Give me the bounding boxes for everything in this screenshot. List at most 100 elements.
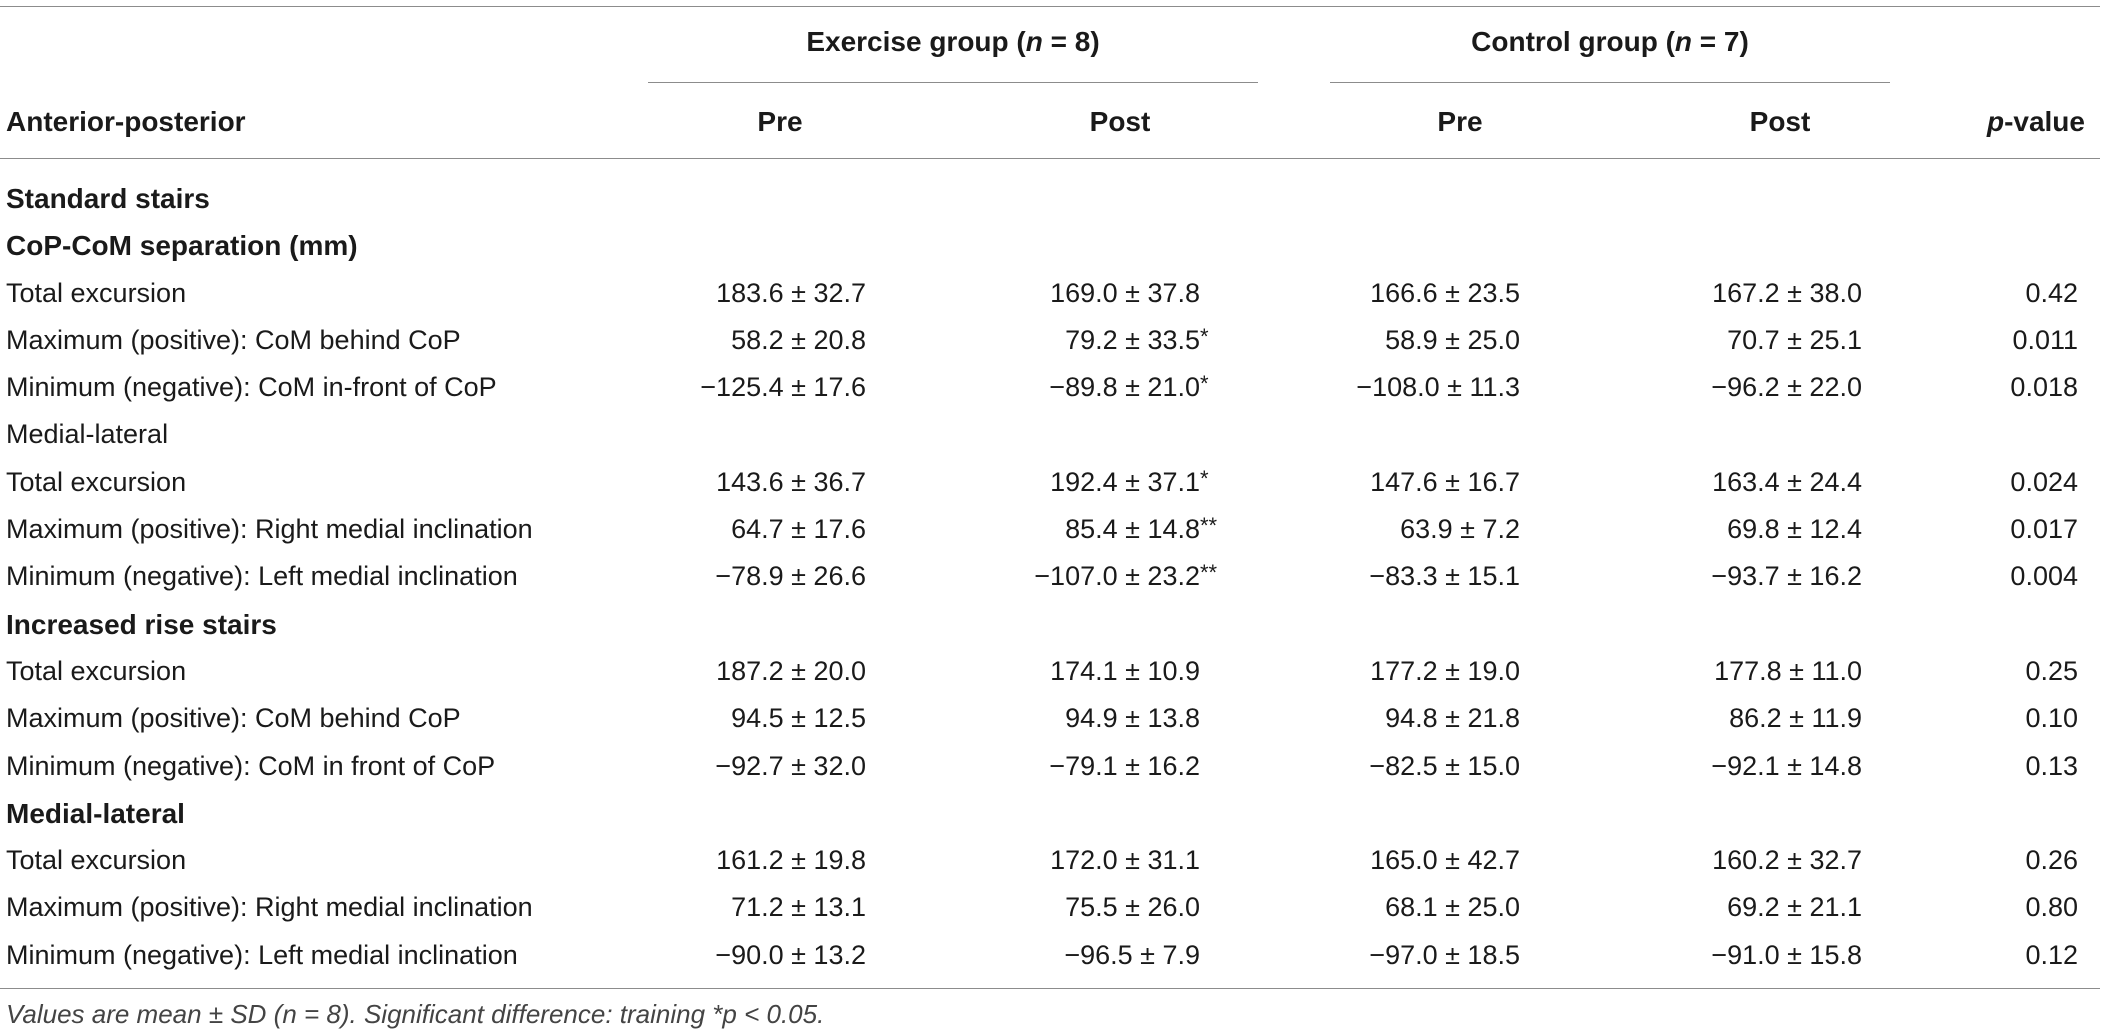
cell-control-post: −93.7 ± 16.2	[1711, 561, 1862, 592]
row-label: Medial-lateral	[6, 419, 169, 450]
cell-p-value: 0.10	[2025, 703, 2078, 734]
cell-p-value: 0.024	[2010, 466, 2078, 497]
cell-exercise-post-value: 79.2 ± 33.5	[1065, 324, 1200, 355]
section-header-row: CoP-CoM separation (mm)	[0, 222, 2100, 269]
cell-control-post: 86.2 ± 11.9	[1729, 703, 1862, 734]
table-footnote: Values are mean ± SD (n = 8). Significan…	[6, 999, 825, 1029]
cell-exercise-pre: 71.2 ± 13.1	[731, 892, 866, 923]
cell-exercise-post-value: −79.1 ± 16.2	[1049, 750, 1200, 781]
significance-marker: *	[1200, 465, 1209, 491]
cell-exercise-post: 192.4 ± 37.1*	[1050, 459, 1232, 506]
column-header-label: Anterior-posterior	[6, 106, 246, 137]
cell-control-post: −92.1 ± 14.8	[1711, 750, 1862, 781]
cell-p-value: 0.011	[2012, 324, 2078, 355]
table-row: Maximum (positive): CoM behind CoP 94.5 ±…	[0, 695, 2100, 742]
cell-control-pre: 165.0 ± 42.7	[1370, 845, 1520, 876]
column-header-exercise-pre: Pre	[757, 106, 803, 137]
row-label: Total excursion	[6, 845, 187, 876]
cell-exercise-post: −96.5 ± 7.9	[1064, 932, 1232, 979]
cell-exercise-pre: −125.4 ± 17.6	[700, 372, 866, 403]
section-header-row: Standard stairs	[0, 175, 2100, 222]
cell-exercise-post-value: 94.9 ± 13.8	[1065, 703, 1200, 734]
cell-p-value: 0.017	[2010, 514, 2078, 545]
cell-exercise-post: 75.5 ± 26.0	[1065, 884, 1232, 931]
cell-control-post: 160.2 ± 32.7	[1712, 845, 1862, 876]
table-row: Minimum (negative): Left medial inclinat…	[0, 553, 2100, 600]
table-top-rule	[0, 6, 2100, 7]
table-row: Total excursion 183.6 ± 32.7 169.0 ± 37.8 1…	[0, 270, 2100, 317]
table-row: Maximum (positive): CoM behind CoP 58.2 ±…	[0, 317, 2100, 364]
cell-exercise-post-value: −89.8 ± 21.0	[1049, 372, 1200, 403]
column-header-exercise-post: Post	[1089, 106, 1151, 137]
cell-exercise-pre: 58.2 ± 20.8	[731, 324, 866, 355]
table-row: Medial-lateral	[0, 411, 2100, 458]
table-row: Total excursion 143.6 ± 36.7 192.4 ± 37.1*…	[0, 459, 2100, 506]
cell-exercise-post: −79.1 ± 16.2	[1049, 743, 1232, 790]
cell-p-value: 0.26	[2025, 845, 2078, 876]
cell-control-post: 69.2 ± 21.1	[1727, 892, 1862, 923]
row-label: Total excursion	[6, 277, 187, 308]
cell-exercise-pre: −92.7 ± 32.0	[715, 750, 866, 781]
cell-p-value: 0.13	[2025, 750, 2078, 781]
control-group-rule	[1330, 82, 1890, 83]
cell-exercise-post: 169.0 ± 37.8	[1050, 270, 1232, 317]
section-header-label: Increased rise stairs	[6, 608, 277, 640]
cell-control-pre: −108.0 ± 11.3	[1356, 372, 1520, 403]
row-label: Minimum (negative): Left medial inclinat…	[6, 561, 518, 592]
cell-control-post: −91.0 ± 15.8	[1711, 939, 1862, 970]
cell-control-pre: 63.9 ± 7.2	[1400, 514, 1520, 545]
row-label: Maximum (positive): Right medial inclina…	[6, 892, 533, 923]
cell-p-value: 0.12	[2025, 939, 2078, 970]
cell-exercise-post: −89.8 ± 21.0*	[1049, 364, 1232, 411]
row-label: Minimum (negative): CoM in-front of CoP	[6, 372, 497, 403]
cell-control-post: −96.2 ± 22.0	[1711, 372, 1862, 403]
table-body: Standard stairs CoP-CoM separation (mm) To…	[0, 175, 2100, 979]
cell-control-post: 177.8 ± 11.0	[1714, 655, 1862, 686]
table-row: Minimum (negative): Left medial inclinat…	[0, 932, 2100, 979]
cell-exercise-post: 85.4 ± 14.8**	[1065, 506, 1232, 553]
row-label: Total excursion	[6, 466, 187, 497]
row-label: Maximum (positive): CoM behind CoP	[6, 703, 461, 734]
cell-exercise-post: −107.0 ± 23.2**	[1034, 553, 1232, 600]
cell-exercise-post-value: 174.1 ± 10.9	[1050, 655, 1200, 686]
cell-exercise-post: 172.0 ± 31.1	[1050, 837, 1232, 884]
table-row: Maximum (positive): Right medial inclina…	[0, 884, 2100, 931]
row-label: Minimum (negative): Left medial inclinat…	[6, 939, 518, 970]
cell-control-pre: −97.0 ± 18.5	[1369, 939, 1520, 970]
cell-exercise-pre: 183.6 ± 32.7	[716, 277, 866, 308]
cell-control-pre: 68.1 ± 25.0	[1385, 892, 1520, 923]
cell-exercise-pre: 161.2 ± 19.8	[716, 845, 866, 876]
section-header-label: CoP-CoM separation (mm)	[6, 230, 358, 262]
cell-p-value: 0.018	[2010, 372, 2078, 403]
cell-control-pre: −82.5 ± 15.0	[1369, 750, 1520, 781]
cell-exercise-post-value: −107.0 ± 23.2	[1034, 561, 1200, 592]
cell-exercise-post-value: 75.5 ± 26.0	[1065, 892, 1200, 923]
cell-p-value: 0.42	[2025, 277, 2078, 308]
table-row: Minimum (negative): CoM in-front of CoP −…	[0, 364, 2100, 411]
cell-exercise-post-value: 192.4 ± 37.1	[1050, 466, 1200, 497]
cell-control-post: 167.2 ± 38.0	[1712, 277, 1862, 308]
cell-control-post: 163.4 ± 24.4	[1712, 466, 1862, 497]
exercise-group-header: Exercise group (n = 8)	[806, 26, 1100, 57]
cell-exercise-post-value: 169.0 ± 37.8	[1050, 277, 1200, 308]
cell-exercise-pre: 187.2 ± 20.0	[716, 655, 866, 686]
exercise-group-rule	[648, 82, 1258, 83]
cell-exercise-post-value: −96.5 ± 7.9	[1064, 939, 1200, 970]
significance-marker: **	[1200, 560, 1218, 586]
cell-p-value: 0.004	[2010, 561, 2078, 592]
header-bottom-rule	[0, 158, 2100, 159]
significance-marker: **	[1200, 513, 1218, 539]
column-header-control-pre: Pre	[1437, 106, 1483, 137]
column-header-p-value: p-value	[1986, 106, 2085, 137]
cell-exercise-post: 79.2 ± 33.5*	[1065, 317, 1232, 364]
column-header-control-post: Post	[1749, 106, 1811, 137]
significance-marker: *	[1200, 371, 1209, 397]
section-header-label: Medial-lateral	[6, 797, 185, 829]
row-label: Minimum (negative): CoM in front of CoP	[6, 750, 496, 781]
cell-control-pre: 58.9 ± 25.0	[1385, 324, 1520, 355]
table-row: Total excursion 161.2 ± 19.8 172.0 ± 31.1 1…	[0, 837, 2100, 884]
section-header-row: Increased rise stairs	[0, 601, 2100, 648]
cell-exercise-pre: 64.7 ± 17.6	[731, 514, 866, 545]
cell-exercise-post: 174.1 ± 10.9	[1050, 648, 1232, 695]
cell-exercise-pre: −90.0 ± 13.2	[715, 939, 866, 970]
